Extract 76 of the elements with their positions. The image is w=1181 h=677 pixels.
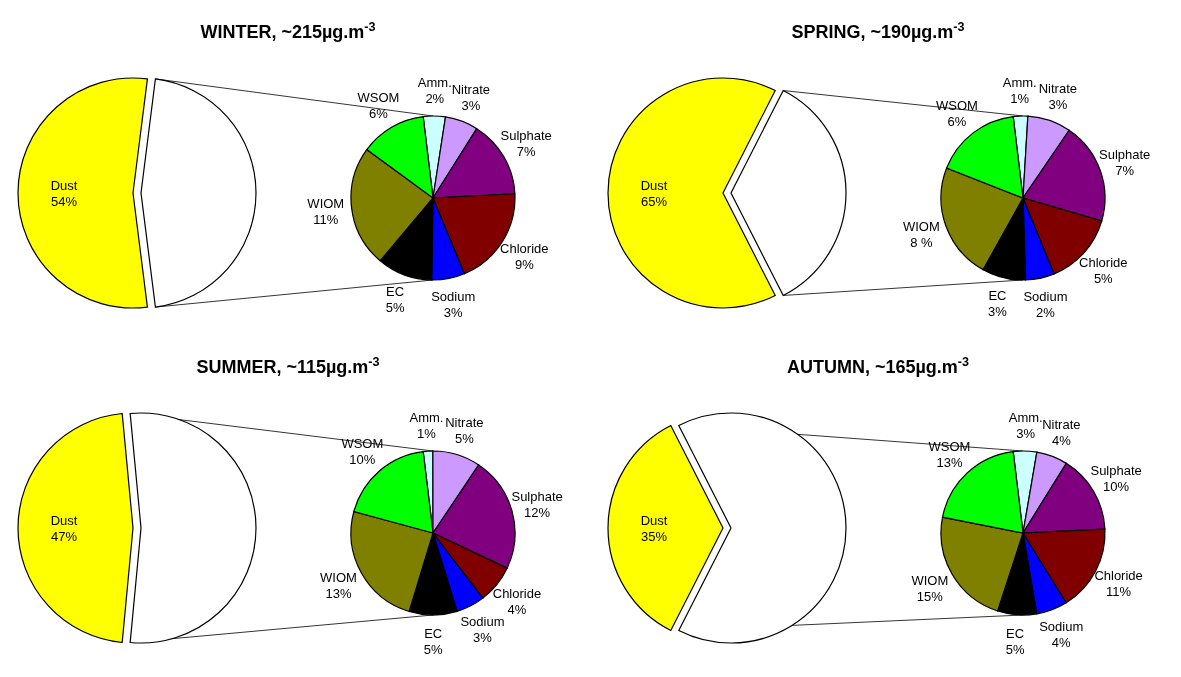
data-label: 11% — [1106, 584, 1132, 600]
data-label: 2% — [425, 91, 445, 107]
data-label: 35% — [640, 529, 668, 544]
chart-title: WINTER, ~215µg.m$^{-3}$ — [200, 20, 376, 42]
slice-label: Chloride — [1079, 255, 1128, 271]
data-label: 3% — [461, 97, 481, 113]
data-label: 12% — [524, 505, 551, 521]
slice-label: Amm. — [417, 75, 452, 91]
slice-label: Amm. — [409, 410, 444, 426]
data-label: 7% — [516, 144, 537, 160]
data-label: 5% — [454, 430, 475, 446]
slice-label: WIOM — [307, 195, 345, 211]
data-label: 1% — [417, 426, 437, 442]
slice-label: Sulphate — [500, 128, 552, 144]
slice-label: Nitrate — [451, 81, 490, 97]
slice-label: Nitrate — [1042, 417, 1081, 433]
data-label: 5% — [1093, 271, 1114, 287]
data-label: 3% — [1016, 426, 1036, 442]
slice-label: Sodium — [1023, 288, 1068, 304]
slice-label: Sodium — [431, 289, 476, 305]
slice-label: Sulphate — [511, 489, 563, 505]
slice-label: Dust — [640, 178, 668, 193]
data-label: 1% — [1010, 91, 1030, 107]
data-label: 8 % — [910, 235, 933, 251]
slice-label: EC — [386, 284, 405, 300]
slice-label: WSOM — [357, 89, 400, 105]
slice-label: Chloride — [492, 585, 542, 601]
data-label: 47% — [50, 529, 78, 544]
slice-label: Chloride — [1094, 568, 1143, 584]
slice-label: EC — [1006, 625, 1025, 641]
data-label: 4% — [1051, 433, 1072, 449]
data-label: 9% — [514, 256, 535, 272]
data-label: 10% — [349, 452, 376, 468]
data-label: 3% — [443, 305, 464, 321]
data-label: 3% — [988, 303, 1008, 319]
slice-label: WSOM — [928, 438, 971, 454]
chart-title: SUMMER, ~115µg.m$^{-3}$ — [196, 355, 380, 377]
slice-label: WSOM — [935, 97, 978, 113]
data-label: 6% — [369, 105, 389, 121]
slice-label: Sodium — [1039, 619, 1084, 635]
slice-label: Nitrate — [445, 414, 484, 430]
slice-label: Amm. — [1008, 410, 1043, 426]
slice-label: Dust — [640, 513, 668, 528]
data-label: 3% — [473, 630, 493, 646]
slice-label: WSOM — [341, 436, 384, 452]
data-label: 11% — [313, 211, 339, 227]
slice-label: EC — [424, 626, 443, 641]
slice-label: Sulphate — [1090, 463, 1142, 479]
slice-label: Dust — [50, 178, 78, 193]
data-label: 7% — [1115, 162, 1135, 178]
data-label: 5% — [1005, 641, 1025, 657]
data-label: 3% — [1048, 96, 1068, 112]
data-label: 4% — [507, 601, 527, 617]
data-label: 2% — [1036, 304, 1056, 320]
data-label: 10% — [1103, 479, 1130, 495]
data-label: 5% — [423, 642, 443, 657]
data-label: 13% — [325, 586, 352, 602]
chart-title: SPRING, ~190µg.m$^{-3}$ — [791, 20, 965, 42]
slice-label: Sulphate — [1098, 146, 1151, 162]
slice-label: Nitrate — [1038, 80, 1078, 96]
data-label: 4% — [1051, 635, 1072, 651]
data-label: 6% — [947, 113, 967, 129]
data-label: 13% — [936, 454, 963, 470]
slice-label: WIOM — [902, 219, 940, 235]
data-label: 15% — [916, 588, 944, 604]
slice-label: Dust — [50, 513, 78, 528]
slice-label: Amm. — [1002, 75, 1037, 91]
slice-label: WIOM — [911, 572, 949, 588]
slice-label: Chloride — [500, 240, 549, 256]
slice-label: Sodium — [460, 614, 505, 630]
data-label: 54% — [50, 194, 78, 209]
data-label: 5% — [385, 300, 405, 316]
slice-label: WIOM — [320, 570, 357, 586]
chart-title: AUTUMN, ~165µg.m$^{-3}$ — [786, 355, 970, 377]
slice-label: EC — [988, 287, 1007, 303]
data-label: 65% — [640, 194, 668, 209]
